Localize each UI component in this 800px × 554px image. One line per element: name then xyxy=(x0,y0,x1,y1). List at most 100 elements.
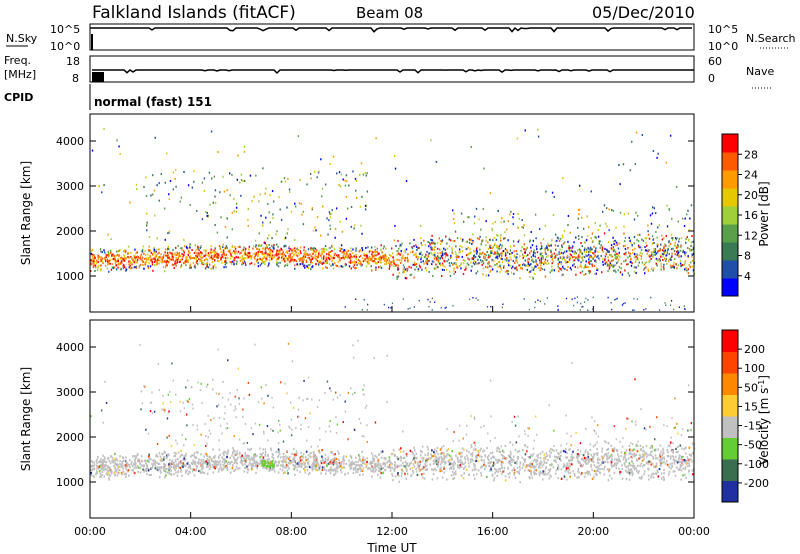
power-cell xyxy=(535,237,537,240)
power-cell xyxy=(540,242,542,245)
velocity-cell xyxy=(196,461,199,464)
power-cell xyxy=(678,306,680,308)
power-cell xyxy=(523,224,525,227)
power-cell xyxy=(96,259,98,262)
velocity-cell xyxy=(332,463,335,466)
velocity-cell xyxy=(313,455,315,458)
velocity-cell xyxy=(215,462,217,465)
power-cell xyxy=(551,262,553,265)
power-cell xyxy=(601,248,603,251)
velocity-cell xyxy=(430,453,432,456)
velocity-cell xyxy=(269,462,271,465)
power-cell xyxy=(588,248,590,251)
power-cell xyxy=(108,261,110,264)
velocity-cell xyxy=(97,467,100,470)
power-cell xyxy=(426,250,428,253)
power-cell xyxy=(684,254,686,257)
velocity-cell xyxy=(272,457,275,460)
power-cell xyxy=(653,248,655,251)
velocity-cell xyxy=(535,469,538,472)
power-cell xyxy=(413,276,415,279)
power-cell xyxy=(557,258,559,261)
power-cell xyxy=(509,252,511,255)
velocity-cell xyxy=(380,456,383,459)
power-cell xyxy=(268,211,270,214)
velocity-cell xyxy=(144,468,146,471)
power-cell xyxy=(616,297,618,300)
power-cell xyxy=(527,261,529,264)
velocity-cell xyxy=(109,474,112,477)
power-cell xyxy=(523,234,526,237)
power-cell xyxy=(106,254,108,257)
velocity-cell xyxy=(174,468,176,471)
power-cell xyxy=(504,258,506,261)
velocity-cell xyxy=(461,455,463,458)
power-cell xyxy=(161,256,164,259)
power-cell xyxy=(136,251,138,254)
power-cell xyxy=(607,250,610,253)
velocity-cell xyxy=(532,447,535,450)
power-cell xyxy=(392,262,395,265)
power-cell xyxy=(122,257,124,260)
velocity-cell xyxy=(384,468,387,471)
velocity-cell xyxy=(300,451,302,454)
velocity-cell xyxy=(659,444,662,447)
power-cell xyxy=(687,268,690,271)
power-cell xyxy=(522,256,525,259)
power-cell xyxy=(503,237,505,240)
velocity-cell xyxy=(118,468,121,472)
power-cell xyxy=(650,267,653,270)
velocity-cell xyxy=(596,448,598,451)
power-cell xyxy=(613,264,615,267)
power-cell xyxy=(311,208,313,211)
power-cell xyxy=(288,249,290,252)
velocity-cell xyxy=(468,451,470,454)
power-cell xyxy=(123,259,126,262)
velocity-cell xyxy=(639,448,642,451)
velocity-cell xyxy=(264,454,267,457)
power-cell xyxy=(500,221,502,224)
power-cell xyxy=(563,258,566,261)
power-cell xyxy=(683,251,686,254)
velocity-cell xyxy=(668,473,670,476)
velocity-cell xyxy=(121,460,123,464)
power-cell xyxy=(630,257,632,260)
power-cell xyxy=(170,252,172,255)
velocity-cell xyxy=(627,457,630,460)
power-cell xyxy=(636,298,638,300)
power-panel-frame xyxy=(89,113,695,313)
velocity-cell xyxy=(558,456,560,459)
velocity-cell xyxy=(496,461,498,464)
velocity-cell xyxy=(95,473,97,476)
power-cell xyxy=(679,262,682,265)
power-cell xyxy=(633,309,635,311)
velocity-cell xyxy=(649,446,652,450)
power-cell xyxy=(235,202,238,205)
velocity-cell xyxy=(445,455,448,458)
power-cell xyxy=(456,236,459,239)
velocity-cell xyxy=(293,460,295,463)
velocity-cell xyxy=(507,454,510,457)
power-cell xyxy=(213,252,216,255)
power-cell xyxy=(647,230,649,233)
velocity-cell xyxy=(596,461,599,464)
power-cell xyxy=(178,260,181,263)
power-cell xyxy=(573,241,575,244)
power-cell xyxy=(263,247,265,250)
power-cell xyxy=(280,248,283,251)
velocity-cell xyxy=(277,455,279,459)
power-cell xyxy=(331,245,333,248)
power-cell xyxy=(436,265,439,268)
power-cell xyxy=(300,252,302,255)
velocity-cell xyxy=(365,465,367,469)
velocity-cell xyxy=(469,458,472,461)
power-cell xyxy=(103,184,105,187)
power-cell xyxy=(254,257,256,260)
velocity-cell xyxy=(179,455,181,458)
power-cell xyxy=(410,266,412,269)
power-cell xyxy=(389,265,391,268)
power-cell xyxy=(395,244,397,247)
power-cell xyxy=(507,239,509,242)
power-cell xyxy=(130,255,132,258)
velocity-cell xyxy=(630,468,633,471)
